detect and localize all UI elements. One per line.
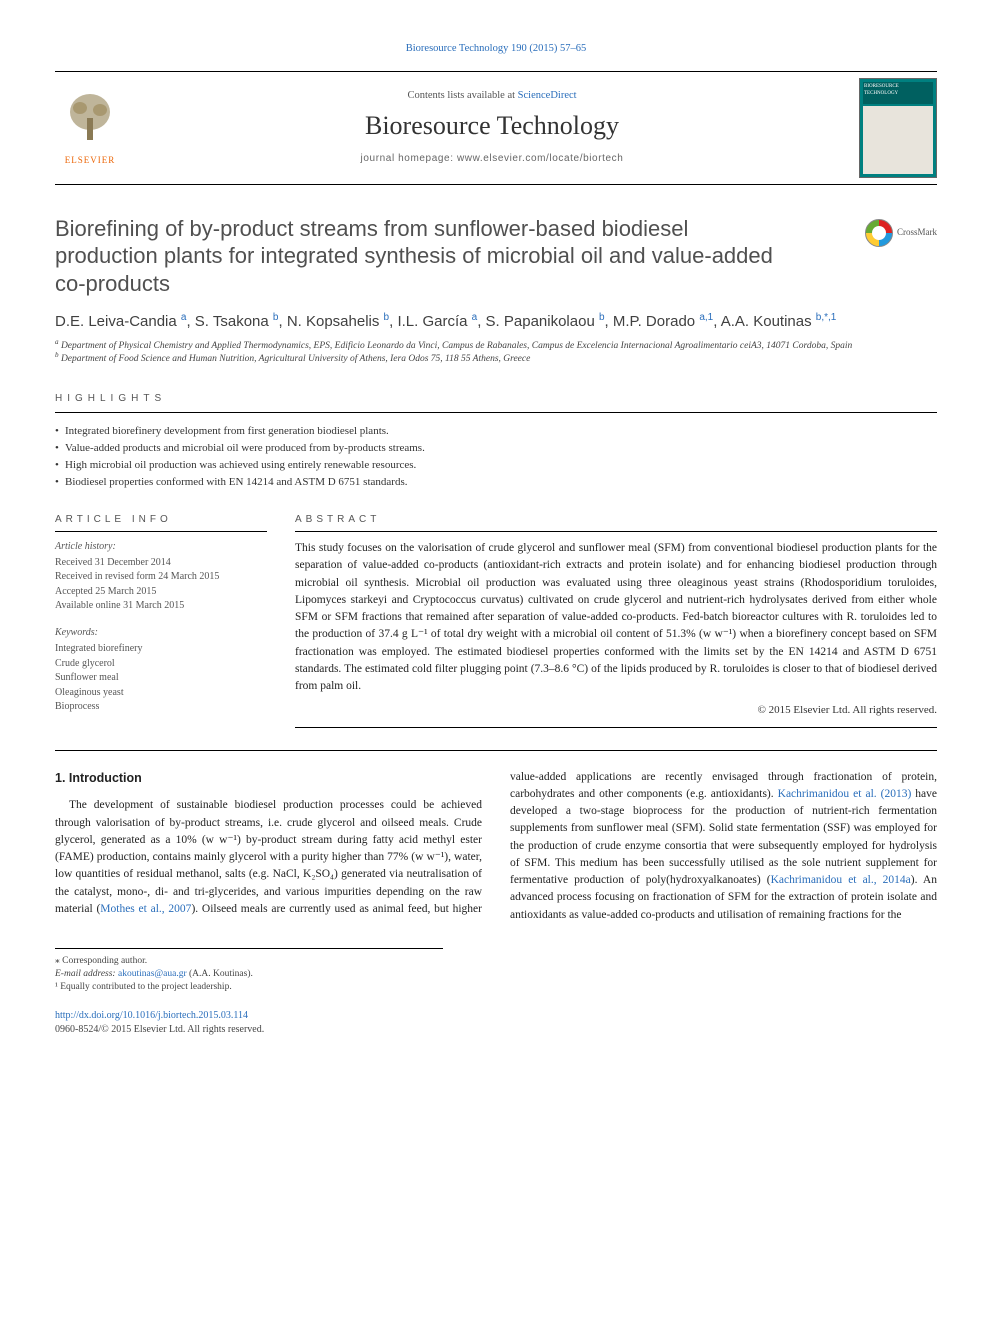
article-title: Biorefining of by-product streams from s…: [55, 215, 778, 298]
author-list: D.E. Leiva-Candia a, S. Tsakona b, N. Ko…: [55, 311, 937, 332]
elsevier-tree-icon: [62, 88, 118, 154]
highlights-rule: [55, 412, 937, 413]
keywords-list: Integrated biorefineryCrude glycerolSunf…: [55, 642, 267, 715]
contents-line: Contents lists available at ScienceDirec…: [135, 89, 849, 104]
sciencedirect-link[interactable]: ScienceDirect: [518, 90, 577, 101]
keyword-item: Sunflower meal: [55, 671, 267, 686]
crossmark-icon: [865, 219, 893, 247]
journal-homepage: journal homepage: www.elsevier.com/locat…: [135, 152, 849, 166]
abstract-text: This study focuses on the valorisation o…: [295, 540, 937, 695]
keyword-item: Oleaginous yeast: [55, 686, 267, 701]
history-item: Available online 31 March 2015: [55, 599, 267, 614]
corresponding-author-note: ⁎ Corresponding author.: [55, 955, 443, 968]
history-item: Received 31 December 2014: [55, 556, 267, 571]
journal-name: Bioresource Technology: [135, 108, 849, 144]
footnotes: ⁎ Corresponding author. E-mail address: …: [55, 948, 443, 995]
email-line: E-mail address: akoutinas@aua.gr (A.A. K…: [55, 968, 443, 981]
issn-copyright: 0960-8524/© 2015 Elsevier Ltd. All right…: [55, 1024, 264, 1035]
highlight-item: Integrated biorefinery development from …: [55, 423, 937, 440]
doi-link[interactable]: http://dx.doi.org/10.1016/j.biortech.201…: [55, 1010, 248, 1021]
abstract-label: ABSTRACT: [295, 513, 937, 527]
history-list: Received 31 December 2014Received in rev…: [55, 556, 267, 614]
highlights-list: Integrated biorefinery development from …: [55, 423, 937, 491]
cite-link[interactable]: Mothes et al., 2007: [100, 903, 191, 915]
email-attribution: (A.A. Koutinas).: [189, 969, 253, 979]
keyword-item: Crude glycerol: [55, 657, 267, 672]
body-separator-rule: [55, 750, 937, 751]
body-paragraph: The development of sustainable biodiesel…: [55, 769, 937, 924]
history-item: Accepted 25 March 2015: [55, 585, 267, 600]
abstract-top-rule: [295, 531, 937, 532]
abstract-block: ABSTRACT This study focuses on the valor…: [295, 513, 937, 728]
keyword-item: Bioprocess: [55, 700, 267, 715]
elsevier-logo: ELSEVIER: [55, 83, 125, 173]
history-heading: Article history:: [55, 540, 267, 555]
cite-link[interactable]: Kachrimanidou et al. (2013): [778, 788, 912, 800]
highlight-item: Biodiesel properties conformed with EN 1…: [55, 474, 937, 491]
equal-contribution-note: ¹ Equally contributed to the project lea…: [55, 981, 443, 994]
history-item: Received in revised form 24 March 2015: [55, 570, 267, 585]
highlights-label: HIGHLIGHTS: [55, 392, 937, 406]
masthead: ELSEVIER Contents lists available at Sci…: [55, 71, 937, 185]
corresponding-email-link[interactable]: akoutinas@aua.gr: [118, 969, 187, 979]
keywords-heading: Keywords:: [55, 626, 267, 641]
contents-line-pre: Contents lists available at: [407, 90, 517, 101]
section-heading: 1. Introduction: [55, 769, 482, 788]
keyword-item: Integrated biorefinery: [55, 642, 267, 657]
cite-link[interactable]: Kachrimanidou et al., 2014a: [771, 874, 911, 886]
highlight-item: Value-added products and microbial oil w…: [55, 440, 937, 457]
elsevier-wordmark: ELSEVIER: [65, 154, 116, 167]
abstract-bottom-rule: [295, 727, 937, 728]
journal-cover-thumbnail: BIORESOURCE TECHNOLOGY: [859, 78, 937, 178]
article-info-rule: [55, 531, 267, 532]
body-columns: 1. Introduction The development of susta…: [55, 769, 937, 924]
article-info-label: ARTICLE INFO: [55, 513, 267, 527]
highlight-item: High microbial oil production was achiev…: [55, 457, 937, 474]
affiliations: a Department of Physical Chemistry and A…: [55, 340, 937, 366]
abstract-copyright: © 2015 Elsevier Ltd. All rights reserved…: [295, 703, 937, 718]
top-citation: Bioresource Technology 190 (2015) 57–65: [55, 42, 937, 57]
top-citation-link[interactable]: Bioresource Technology 190 (2015) 57–65: [406, 43, 586, 54]
article-info-block: ARTICLE INFO Article history: Received 3…: [55, 513, 267, 728]
crossmark-badge[interactable]: CrossMark: [865, 219, 937, 247]
doi-block: http://dx.doi.org/10.1016/j.biortech.201…: [55, 1009, 937, 1037]
email-label: E-mail address:: [55, 969, 116, 979]
crossmark-label: CrossMark: [897, 226, 937, 239]
cover-title: BIORESOURCE TECHNOLOGY: [863, 82, 933, 104]
